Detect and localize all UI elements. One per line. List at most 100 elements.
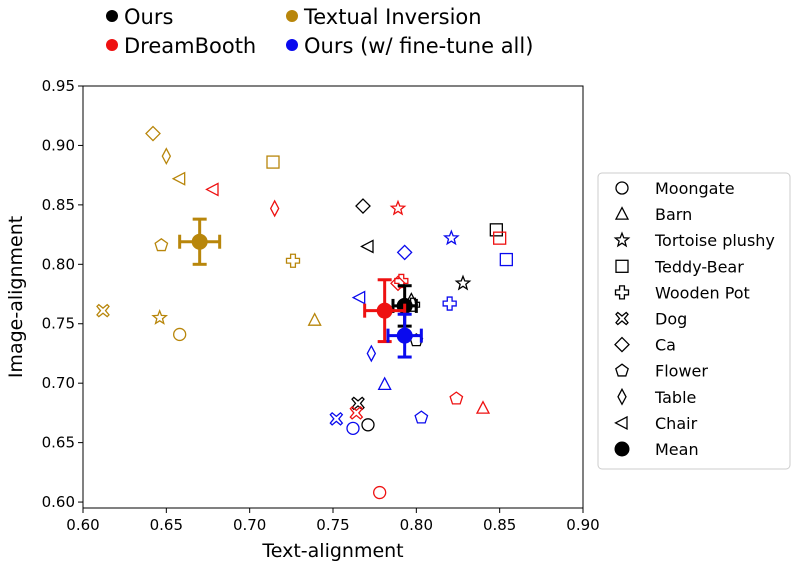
point-dreambooth-ca (390, 275, 406, 292)
x-tick-label: 0.65 (150, 516, 183, 534)
point-dreambooth-table (269, 199, 280, 218)
legend-entry-chair: Chair (614, 414, 698, 433)
legend-entry-tortoise-plushy: Tortoise plushy (613, 231, 775, 250)
legend-entry-mean: Mean (614, 440, 699, 459)
legend-label: Teddy-Bear (654, 257, 744, 276)
legend-label: Ours (124, 5, 173, 29)
legend-marker-star (613, 231, 631, 248)
point-ours-w-fine-tune-all-tortoise-plushy (442, 229, 460, 246)
x-tick-label: 0.90 (566, 516, 599, 534)
y-tick-label: 0.70 (42, 374, 75, 392)
point-ours-w-fine-tune-all-table (366, 344, 377, 363)
legend-label: Table (654, 388, 696, 407)
x-tick-label: 0.60 (66, 516, 99, 534)
legend-marker-thin-diamond (617, 387, 627, 406)
point-ours-w-fine-tune-all-chair (351, 290, 366, 305)
legend-marker-triangle-up (614, 206, 630, 220)
y-tick-label: 0.80 (42, 255, 75, 273)
legend-entry-dog: Dog (615, 310, 687, 329)
point-ours-w-fine-tune-all-moongate (346, 421, 360, 436)
legend-color-dot (286, 10, 298, 22)
legend-entry-moongate: Moongate (615, 179, 735, 198)
legend-label: Flower (655, 362, 708, 381)
legend-label: Barn (655, 205, 692, 224)
point-dreambooth-moongate (373, 485, 387, 500)
point-dreambooth-flower (449, 391, 464, 405)
point-ours-teddy-bear (489, 223, 503, 237)
point-dreambooth-dog (349, 406, 364, 420)
legend-label: Textual Inversion (303, 5, 482, 29)
marker-legend: Moongate Barn Tortoise plushy Teddy-Bear Woo… (597, 172, 791, 470)
legend-color-dot (106, 10, 118, 22)
legend-label: Ca (655, 336, 676, 355)
legend-marker-triangle-left (614, 415, 628, 430)
x-tick-label: 0.80 (400, 516, 433, 534)
point-textual-inversion-dog (96, 303, 110, 318)
legend-entry-barn: Barn (614, 205, 692, 224)
x-tick-label: 0.85 (483, 516, 516, 534)
legend-entry-table: Table (617, 387, 696, 407)
legend-label: Chair (655, 414, 698, 433)
legend-marker-filled-circle (614, 441, 630, 457)
point-ours-w-fine-tune-all-wooden-pot (442, 296, 457, 311)
mean-point (396, 327, 413, 344)
legend-entry-wooden-pot: Wooden Pot (614, 283, 750, 302)
legend-entry-ca: Ca (614, 336, 676, 355)
point-textual-inversion-teddy-bear (266, 155, 280, 169)
mean-ours-w-fine-tune-all (386, 312, 423, 359)
data-points (96, 125, 513, 500)
y-tick-label: 0.85 (42, 196, 75, 214)
legend-entry-ours: Ours (106, 5, 173, 29)
legend-entry-teddy-bear: Teddy-Bear (615, 257, 744, 276)
legend-label: Mean (655, 440, 699, 459)
point-textual-inversion-ca (145, 125, 161, 142)
mean-point (191, 233, 208, 250)
legend-label: Tortoise plushy (654, 231, 775, 250)
legend-marker-pentagon (615, 363, 629, 377)
legend-color-dot (106, 39, 118, 51)
legend-label: Wooden Pot (655, 283, 750, 302)
point-dreambooth-teddy-bear (493, 231, 507, 245)
plot-frame (82, 85, 584, 509)
plot-axes: 0.60 0.65 0.70 0.75 0.80 0.85 0.90 0.60 0.65 0.7… (5, 77, 600, 562)
x-tick-label: 0.75 (316, 516, 349, 534)
point-textual-inversion-barn (307, 312, 322, 326)
y-axis-ticks: 0.60 0.65 0.70 0.75 0.80 0.85 0.90 0.95 (42, 77, 83, 511)
x-axis-ticks: 0.60 0.65 0.70 0.75 0.80 0.85 0.90 (66, 508, 600, 534)
point-dreambooth-barn (475, 400, 491, 414)
mean-textual-inversion (178, 217, 222, 266)
point-ours-w-fine-tune-all-flower (414, 410, 429, 424)
method-legend: Ours Textual Inversion DreamBooth Ours (w/ … (106, 5, 533, 58)
y-tick-label: 0.90 (42, 136, 75, 154)
legend-marker-circle (615, 181, 629, 195)
mean-markers (178, 217, 423, 359)
legend-entry-dreambooth: DreamBooth (106, 34, 256, 58)
legend-marker-plus (614, 285, 630, 300)
legend-marker-x (615, 311, 629, 326)
legend-marker-diamond (614, 336, 630, 353)
legend-entry-flower: Flower (615, 362, 708, 381)
legend-label: DreamBooth (124, 34, 256, 58)
point-ours-w-fine-tune-all-dog (329, 411, 344, 426)
legend-entry-textual-inversion: Textual Inversion (286, 5, 482, 29)
point-ours-chair (360, 239, 374, 254)
x-tick-label: 0.70 (233, 516, 266, 534)
y-axis-label: Image-alignment (5, 216, 27, 378)
y-tick-label: 0.65 (42, 434, 75, 452)
legend-label: Moongate (655, 179, 735, 198)
point-textual-inversion-wooden-pot (285, 253, 301, 268)
marker-legend-box (597, 172, 791, 470)
point-dreambooth-chair (205, 182, 219, 197)
y-tick-label: 0.60 (42, 493, 75, 511)
point-ours-w-fine-tune-all-barn (377, 376, 392, 391)
point-dreambooth-tortoise-plushy (389, 199, 407, 216)
point-textual-inversion-flower (154, 237, 169, 252)
point-textual-inversion-chair (171, 171, 186, 186)
mean-point (376, 302, 393, 319)
point-ours-ca (355, 198, 371, 214)
point-textual-inversion-moongate (173, 327, 187, 342)
point-ours-dog (351, 396, 365, 411)
legend-color-dot (286, 39, 298, 51)
legend-label: Dog (655, 310, 687, 329)
